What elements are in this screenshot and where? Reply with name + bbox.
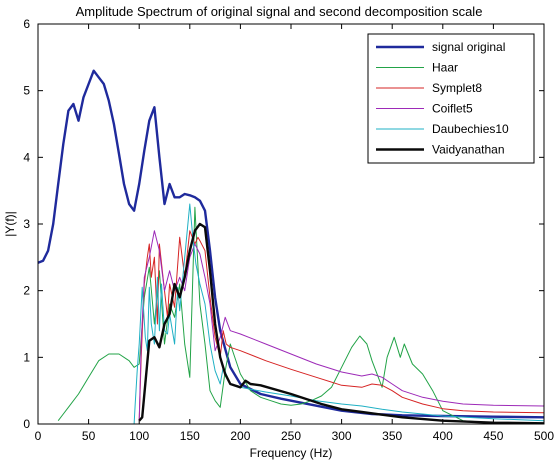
x-tick-label: 200	[230, 429, 250, 443]
series-lines	[37, 69, 545, 425]
y-tick-labels: 0 1 2 3 4 5 6	[23, 17, 30, 431]
y-axis-label: |Y(f)|	[3, 211, 17, 237]
legend-entry: Vaidyanathan	[432, 143, 505, 157]
y-tick-label: 4	[23, 150, 30, 164]
x-tick-label: 0	[35, 429, 42, 443]
plot-frame	[37, 23, 545, 425]
x-axis-label: Frequency (Hz)	[250, 446, 333, 460]
legend-entry: Daubechies10	[432, 122, 509, 136]
x-tick-label: 50	[82, 429, 96, 443]
legend-entry: Symplet8	[432, 81, 482, 95]
series-line-3	[138, 230, 545, 421]
x-tick-label: 150	[180, 429, 200, 443]
legend-entry: Coiflet5	[432, 102, 473, 116]
x-tick-labels: 0 50 100 150 200 250 300 350 400 450 500	[35, 429, 555, 443]
legend: signal original Haar Symplet8 Coiflet5 Daube…	[367, 33, 535, 164]
x-tick-label: 400	[433, 429, 453, 443]
x-tick-label: 500	[534, 429, 554, 443]
x-tick-label: 100	[129, 429, 149, 443]
legend-entry: Haar	[432, 61, 458, 75]
y-tick-label: 1	[23, 350, 30, 364]
series-line-5	[138, 222, 545, 425]
y-tick-label: 5	[23, 84, 30, 98]
series-line-0	[37, 69, 545, 419]
legend-box	[367, 33, 535, 164]
x-tick-label: 250	[281, 429, 301, 443]
chart-title: Amplitude Spectrum of original signal an…	[75, 4, 483, 19]
series-line-1	[57, 206, 545, 424]
y-tick-label: 6	[23, 17, 30, 31]
x-tick-label: 350	[382, 429, 402, 443]
y-tick-label: 3	[23, 217, 30, 231]
x-tick-label: 450	[483, 429, 503, 443]
x-tick-label: 300	[332, 429, 352, 443]
legend-entry: signal original	[432, 40, 505, 54]
y-tick-label: 2	[23, 284, 30, 298]
y-tick-label: 0	[23, 417, 30, 431]
